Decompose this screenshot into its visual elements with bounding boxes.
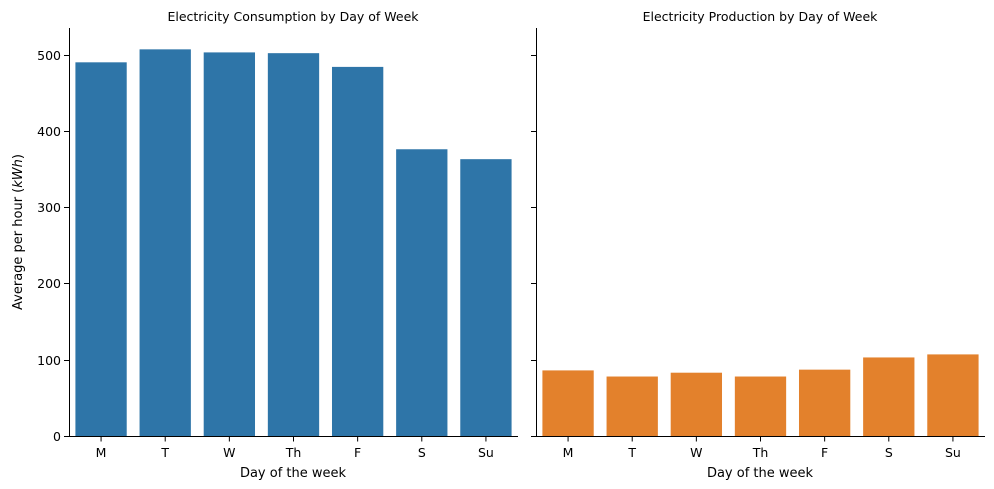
consumption-y-tick-label: 300 bbox=[37, 200, 61, 215]
consumption-bars bbox=[75, 49, 512, 437]
production-bar-f bbox=[798, 369, 851, 436]
production-x-tick-label: S bbox=[885, 445, 893, 460]
consumption-bar-th bbox=[267, 53, 320, 437]
consumption-x-tick-label: Th bbox=[285, 445, 302, 460]
consumption-y-tick-label: 0 bbox=[53, 429, 61, 444]
production-x-axis-label: Day of the week bbox=[707, 466, 814, 481]
consumption-bar-t bbox=[139, 49, 191, 436]
production-panel: Electricity Production by Day of Week M T… bbox=[531, 9, 985, 481]
production-title: Electricity Production by Day of Week bbox=[643, 9, 879, 24]
production-bar-w bbox=[670, 372, 723, 436]
consumption-y-tick-label: 400 bbox=[37, 124, 61, 139]
production-x-tick-label: W bbox=[690, 445, 702, 460]
consumption-x-tick-label: T bbox=[160, 445, 169, 460]
consumption-bar-m bbox=[75, 62, 127, 436]
production-x-tick-label: F bbox=[821, 445, 828, 460]
y-axis-label-suffix: ) bbox=[11, 154, 26, 159]
consumption-x-axis-label: Day of the week bbox=[240, 466, 347, 481]
consumption-x-tick-label: S bbox=[418, 445, 426, 460]
consumption-bar-f bbox=[331, 66, 384, 436]
production-x-tick-label: Su bbox=[945, 445, 961, 460]
production-x-tick-label: M bbox=[563, 445, 574, 460]
production-x-tick-label: T bbox=[627, 445, 636, 460]
consumption-x-tick-label: F bbox=[354, 445, 361, 460]
consumption-panel: Electricity Consumption by Day of Week 0… bbox=[11, 9, 518, 481]
consumption-x-tick-label: Su bbox=[478, 445, 494, 460]
production-bar-t bbox=[606, 376, 658, 436]
production-bars bbox=[542, 354, 979, 436]
y-axis-label-prefix: Average per hour ( bbox=[11, 188, 26, 310]
consumption-bar-su bbox=[460, 159, 512, 437]
y-axis-label: Average per hour (kWh) bbox=[11, 154, 26, 310]
consumption-y-tick-label: 500 bbox=[37, 48, 61, 63]
production-y-ticks bbox=[531, 55, 536, 437]
production-bar-s bbox=[863, 357, 915, 436]
consumption-bar-w bbox=[203, 52, 256, 437]
production-bar-su bbox=[927, 354, 979, 436]
consumption-x-tick-label: W bbox=[223, 445, 235, 460]
consumption-y-ticks: 0 100 200 300 400 500 bbox=[37, 48, 69, 444]
consumption-x-tick-label: M bbox=[96, 445, 107, 460]
production-x-tick-label: Th bbox=[752, 445, 769, 460]
production-x-ticks: M T W Th F S Su bbox=[563, 436, 961, 460]
consumption-bar-s bbox=[396, 149, 448, 436]
y-axis-label-unit: kWh bbox=[11, 159, 26, 188]
consumption-x-ticks: M T W Th F S Su bbox=[96, 436, 494, 460]
consumption-title: Electricity Consumption by Day of Week bbox=[167, 9, 419, 24]
consumption-y-tick-label: 200 bbox=[37, 276, 61, 291]
production-bar-m bbox=[542, 370, 594, 436]
production-bar-th bbox=[734, 376, 787, 436]
consumption-y-tick-label: 100 bbox=[37, 353, 61, 368]
